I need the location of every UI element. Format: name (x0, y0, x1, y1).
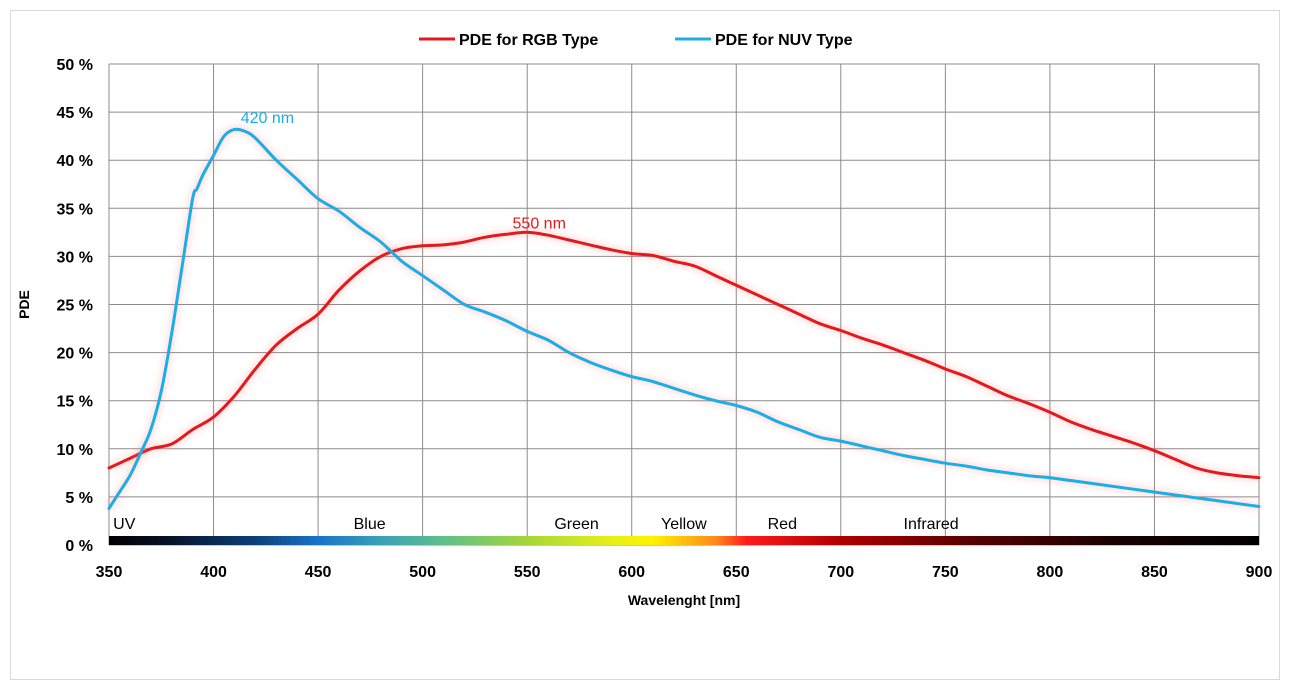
y-tick-label: 15 % (57, 394, 93, 411)
pde-chart: 0 % 5 % 10 % 15 % 20 % 25 % 30 % 35 % 40 % 45 % 50… (16, 32, 1273, 608)
series-line-1 (107, 230, 1261, 480)
spectrum-region-label: Yellow (661, 516, 707, 533)
legend-label: PDE for NUV Type (715, 32, 853, 49)
y-tick-label: 20 % (57, 346, 93, 363)
legend-label: PDE for RGB Type (459, 32, 598, 49)
x-tick-label: 800 (1037, 564, 1064, 581)
x-tick-label: 750 (932, 564, 959, 581)
x-tick-label: 550 (514, 564, 541, 581)
x-tick-label: 500 (409, 564, 436, 581)
y-tick-label: 30 % (57, 249, 93, 266)
x-tick-labels: 350 400 450 500 550 600 650 700 750 800 850 900 (96, 564, 1273, 581)
spectrum-bar (109, 536, 1259, 545)
x-tick-label: 650 (723, 564, 750, 581)
x-tick-label: 450 (305, 564, 332, 581)
x-tick-label: 850 (1141, 564, 1168, 581)
peak-annotations: 420 nm 550 nm (241, 110, 566, 233)
y-tick-label: 45 % (57, 105, 93, 122)
x-axis-title: Wavelenght [nm] (628, 592, 740, 608)
peak-annotation: 420 nm (241, 110, 294, 127)
x-tick-label: 400 (200, 564, 227, 581)
series-glow (105, 124, 1260, 511)
y-tick-label: 10 % (57, 442, 93, 459)
x-tick-label: 600 (618, 564, 645, 581)
y-tick-label: 50 % (57, 57, 93, 74)
y-tick-labels: 0 % 5 % 10 % 15 % 20 % 25 % 30 % 35 % 40 % 45 % 50… (57, 57, 93, 555)
y-tick-label: 35 % (57, 201, 93, 218)
x-tick-label: 700 (827, 564, 854, 581)
spectrum-region-labels: UV Blue Green Yellow Red Infrared (113, 516, 959, 533)
spectrum-region-label: Blue (354, 516, 386, 533)
spectrum-region-label: Green (554, 516, 598, 533)
y-tick-label: 40 % (57, 153, 93, 170)
peak-annotation: 550 nm (513, 216, 566, 233)
legend: PDE for RGB Type PDE for NUV Type (419, 32, 853, 49)
series-glow (107, 227, 1260, 483)
chart-frame: 0 % 5 % 10 % 15 % 20 % 25 % 30 % 35 % 40 % 45 % 50… (10, 10, 1280, 680)
x-tick-label: 900 (1246, 564, 1273, 581)
y-axis-title: PDE (16, 290, 32, 319)
series-line-2 (107, 127, 1261, 510)
y-tick-label: 0 % (65, 538, 93, 555)
x-tick-label: 350 (96, 564, 123, 581)
y-tick-label: 5 % (65, 490, 93, 507)
y-tick-label: 25 % (57, 298, 93, 315)
series-layer (105, 124, 1261, 511)
spectrum-region-label: Red (768, 516, 797, 533)
spectrum-region-label: UV (113, 516, 136, 533)
spectrum-region-label: Infrared (904, 516, 959, 533)
grid-lines (108, 63, 1260, 546)
